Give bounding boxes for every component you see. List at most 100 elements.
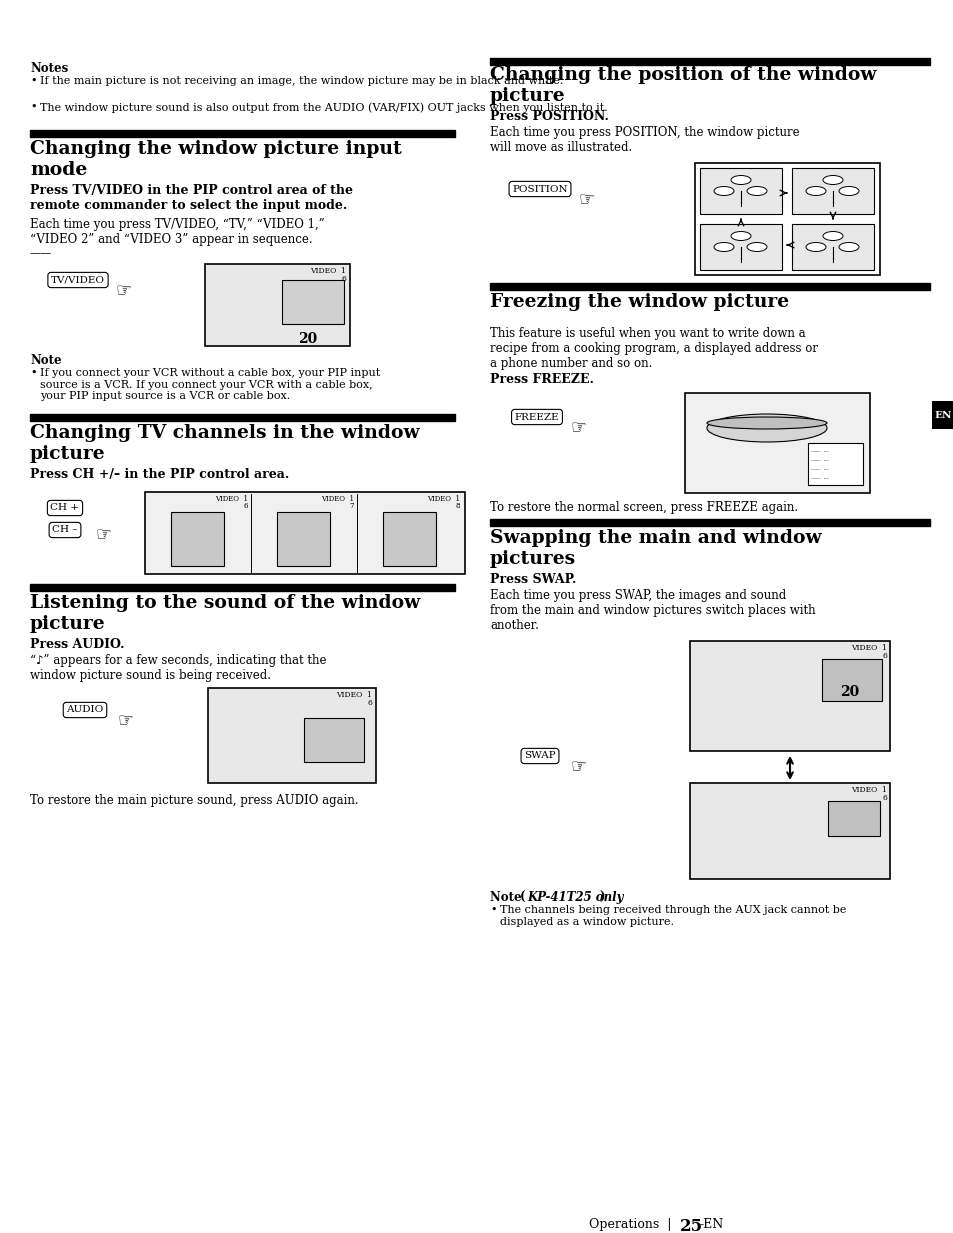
Text: CH –: CH – — [52, 525, 77, 534]
Text: ------  ---: ------ --- — [810, 467, 828, 472]
Text: Each time you press SWAP, the images and sound
from the main and window pictures: Each time you press SWAP, the images and… — [490, 589, 815, 633]
Bar — [821, 658, 882, 702]
Text: •: • — [30, 102, 36, 112]
Text: Operations  |: Operations | — [589, 1218, 679, 1231]
Bar — [700, 168, 781, 215]
Text: 6: 6 — [882, 652, 886, 660]
Text: FREEZE: FREEZE — [515, 413, 558, 422]
Bar — [695, 163, 879, 275]
Text: ------  ---: ------ --- — [810, 457, 828, 464]
Text: If the main picture is not receiving an image, the window picture may be in blac: If the main picture is not receiving an … — [40, 76, 563, 86]
Text: Changing TV channels in the window
picture: Changing TV channels in the window pictu… — [30, 424, 419, 462]
Bar — [30, 584, 455, 591]
Bar — [208, 688, 375, 783]
Text: To restore the normal screen, press FREEZE again.: To restore the normal screen, press FREE… — [490, 501, 798, 514]
Bar — [689, 641, 889, 751]
Text: Note: Note — [490, 891, 525, 904]
Text: ——: —— — [30, 248, 52, 258]
Ellipse shape — [805, 186, 825, 196]
Text: 6: 6 — [882, 794, 886, 801]
Text: 6: 6 — [367, 699, 372, 707]
Bar — [931, 401, 953, 429]
Ellipse shape — [746, 243, 766, 252]
Text: EN: EN — [933, 411, 951, 419]
Text: 7: 7 — [349, 502, 354, 510]
Text: Press SWAP.: Press SWAP. — [490, 573, 576, 586]
Text: VIDEO  1: VIDEO 1 — [335, 690, 372, 699]
Text: VIDEO  1: VIDEO 1 — [850, 785, 886, 794]
Bar — [382, 512, 436, 566]
Ellipse shape — [822, 232, 842, 240]
Text: 6: 6 — [243, 502, 248, 510]
Ellipse shape — [730, 175, 750, 185]
Ellipse shape — [706, 414, 826, 441]
Ellipse shape — [838, 243, 858, 252]
Bar — [282, 280, 344, 324]
Bar — [684, 393, 869, 493]
Text: ☞: ☞ — [569, 757, 585, 776]
Text: Each time you press TV/VIDEO, “TV,” “VIDEO 1,”
“VIDEO 2” and “VIDEO 3” appear in: Each time you press TV/VIDEO, “TV,” “VID… — [30, 218, 324, 247]
Bar — [689, 783, 889, 879]
Text: Swapping the main and window
pictures: Swapping the main and window pictures — [490, 529, 821, 568]
Text: Changing the position of the window
picture: Changing the position of the window pict… — [490, 67, 876, 105]
Bar — [205, 264, 350, 346]
Bar — [304, 718, 364, 762]
Text: Press POSITION.: Press POSITION. — [490, 110, 608, 123]
Text: 20: 20 — [298, 332, 317, 346]
Text: VIDEO  1: VIDEO 1 — [320, 494, 354, 503]
Ellipse shape — [706, 417, 826, 429]
Bar — [276, 512, 330, 566]
Text: AUDIO: AUDIO — [67, 705, 104, 714]
Text: (: ( — [519, 891, 525, 904]
Text: Each time you press POSITION, the window picture
will move as illustrated.: Each time you press POSITION, the window… — [490, 126, 799, 154]
Text: KP-41T25 only: KP-41T25 only — [526, 891, 623, 904]
Text: TV/VIDEO: TV/VIDEO — [51, 275, 105, 285]
Text: ): ) — [598, 891, 604, 904]
Text: To restore the main picture sound, press AUDIO again.: To restore the main picture sound, press… — [30, 794, 358, 808]
Text: •: • — [30, 76, 36, 86]
Text: If you connect your VCR without a cable box, your PIP input
source is a VCR. If : If you connect your VCR without a cable … — [40, 367, 380, 401]
Text: POSITION: POSITION — [512, 185, 567, 194]
Text: Press AUDIO.: Press AUDIO. — [30, 637, 125, 651]
Text: Changing the window picture input
mode: Changing the window picture input mode — [30, 141, 401, 179]
Ellipse shape — [713, 186, 733, 196]
Bar — [791, 224, 873, 270]
Bar — [791, 168, 873, 215]
Ellipse shape — [730, 232, 750, 240]
Text: ------  ---: ------ --- — [810, 476, 828, 481]
Text: VIDEO  1: VIDEO 1 — [214, 494, 248, 503]
Bar — [490, 284, 929, 290]
Text: VIDEO  1: VIDEO 1 — [850, 644, 886, 652]
Bar — [827, 801, 879, 836]
Text: VIDEO  1: VIDEO 1 — [310, 268, 346, 275]
Ellipse shape — [713, 243, 733, 252]
Ellipse shape — [822, 175, 842, 185]
Text: 25: 25 — [679, 1218, 702, 1233]
Text: -EN: -EN — [700, 1218, 723, 1231]
Text: VIDEO  1: VIDEO 1 — [427, 494, 459, 503]
Ellipse shape — [805, 243, 825, 252]
Text: Press CH +/– in the PIP control area.: Press CH +/– in the PIP control area. — [30, 469, 289, 481]
Text: Press FREEZE.: Press FREEZE. — [490, 374, 594, 386]
Bar — [490, 519, 929, 526]
Text: Press TV/VIDEO in the PIP control area of the
remote commander to select the inp: Press TV/VIDEO in the PIP control area o… — [30, 184, 353, 212]
Bar — [30, 129, 455, 137]
Text: ☞: ☞ — [95, 525, 111, 543]
Text: Notes: Notes — [30, 62, 69, 75]
Text: ☞: ☞ — [578, 190, 594, 208]
Ellipse shape — [838, 186, 858, 196]
Text: SWAP: SWAP — [523, 751, 556, 761]
Ellipse shape — [746, 186, 766, 196]
Text: 6: 6 — [341, 275, 346, 284]
Text: ☞: ☞ — [117, 711, 133, 729]
Bar — [171, 512, 224, 566]
Bar — [30, 414, 455, 420]
Text: This feature is useful when you want to write down a
recipe from a cooking progr: This feature is useful when you want to … — [490, 327, 817, 370]
Text: CH +: CH + — [51, 503, 79, 513]
Text: 8: 8 — [455, 502, 459, 510]
Text: ------  ---: ------ --- — [810, 449, 828, 454]
Text: ☞: ☞ — [569, 418, 585, 436]
Text: Listening to the sound of the window
picture: Listening to the sound of the window pic… — [30, 594, 420, 633]
Bar — [145, 492, 464, 575]
Text: •: • — [490, 905, 496, 915]
